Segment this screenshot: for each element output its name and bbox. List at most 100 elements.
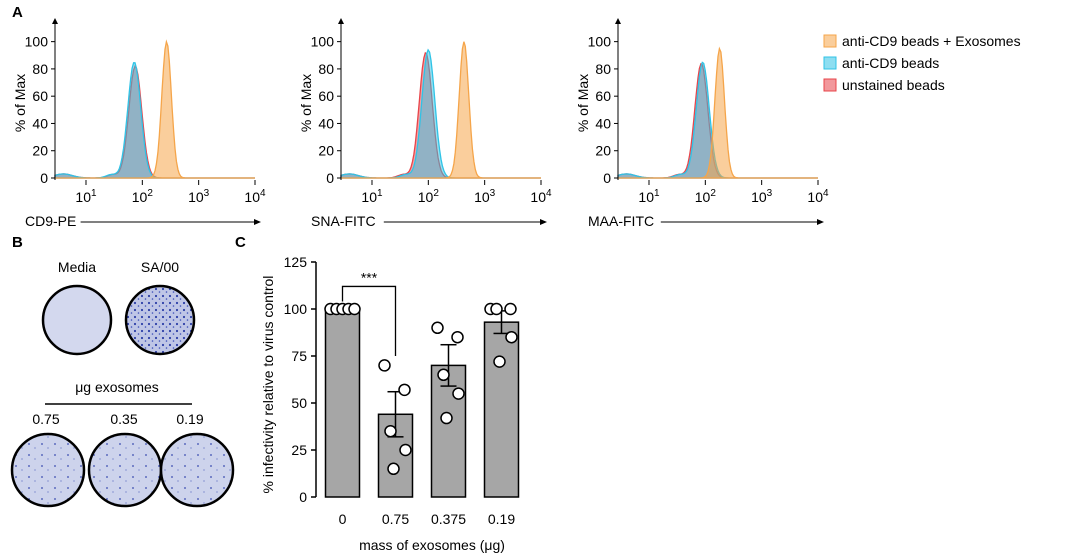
x-tick-label: 104 bbox=[530, 188, 552, 205]
bar-x-tick-label: 0 bbox=[339, 511, 347, 527]
panel-label-b: B bbox=[12, 234, 23, 251]
plate-019 bbox=[159, 432, 235, 508]
y-axis-arrow bbox=[615, 18, 621, 24]
bar-x-tick-label: 0.19 bbox=[488, 511, 515, 527]
x-axis-label: SNA-FITC bbox=[311, 213, 376, 229]
x-tick-label: 102 bbox=[695, 188, 717, 205]
bar-3 bbox=[483, 321, 520, 498]
x-tick-exponent: 4 bbox=[823, 188, 829, 199]
data-point bbox=[504, 302, 517, 316]
plate-label-035: 0.35 bbox=[110, 411, 137, 427]
bar-x-tick-label: 0.75 bbox=[382, 511, 409, 527]
y-tick-label: 20 bbox=[595, 143, 611, 159]
significance-label: *** bbox=[361, 269, 378, 285]
y-tick-label: 60 bbox=[32, 88, 48, 104]
panel-label-c: C bbox=[235, 234, 246, 251]
data-point bbox=[348, 302, 361, 316]
x-tick-exponent: 1 bbox=[377, 188, 383, 199]
histogram-curve-cyan bbox=[54, 62, 255, 179]
legend: anti-CD9 beads + Exosomes anti-CD9 beads… bbox=[823, 33, 1021, 93]
y-tick-label: 20 bbox=[318, 143, 334, 159]
bar-y-axis-label: % infectivity relative to virus control bbox=[260, 276, 276, 494]
histogram-curve-orange bbox=[55, 39, 255, 179]
x-tick-label: 103 bbox=[751, 188, 773, 205]
y-tick-label: 80 bbox=[32, 61, 48, 77]
y-axis-label: % of Max bbox=[12, 74, 28, 132]
legend-swatch-red bbox=[823, 78, 837, 92]
y-tick-label: 100 bbox=[588, 34, 612, 50]
x-tick-exponent: 4 bbox=[260, 188, 266, 199]
data-point bbox=[451, 330, 464, 344]
bar-0 bbox=[324, 308, 361, 498]
x-tick-exponent: 3 bbox=[767, 188, 773, 199]
data-point bbox=[399, 443, 412, 457]
x-axis-label: MAA-FITC bbox=[588, 213, 654, 229]
bar-y-tick-label: 100 bbox=[284, 301, 308, 317]
x-tick-label: 103 bbox=[188, 188, 210, 205]
x-tick-label: 102 bbox=[418, 188, 440, 205]
x-tick-label: 102 bbox=[132, 188, 154, 205]
histogram-curve-orange bbox=[618, 46, 818, 179]
y-tick-label: 0 bbox=[40, 170, 48, 186]
histogram-cd9: 0 20 40 60 80 100 % of Max 101 102 103 104 CD9-PE bbox=[12, 18, 266, 229]
x-tick-label: 101 bbox=[75, 188, 97, 205]
x-tick-exponent: 2 bbox=[147, 188, 153, 199]
data-point bbox=[437, 368, 450, 382]
data-point bbox=[505, 330, 518, 344]
bar-x-tick-label: 0.375 bbox=[431, 511, 466, 527]
x-tick-exponent: 4 bbox=[546, 188, 552, 199]
plate-035 bbox=[87, 432, 163, 508]
data-point bbox=[387, 462, 400, 476]
bar-chart: 0 25 50 75 100 125 % infectivity relative to v… bbox=[260, 254, 520, 553]
x-tick-exponent: 1 bbox=[654, 188, 660, 199]
data-point bbox=[452, 387, 465, 400]
y-axis-arrow bbox=[338, 18, 344, 24]
x-axis-arrow-head bbox=[254, 219, 261, 225]
plate-group-label: μg exosomes bbox=[75, 379, 159, 395]
y-tick-label: 40 bbox=[32, 115, 48, 131]
y-tick-label: 60 bbox=[595, 88, 611, 104]
plate-label-sa00: SA/00 bbox=[141, 259, 179, 275]
histogram-curve-cyan bbox=[340, 48, 541, 179]
x-tick-exponent: 1 bbox=[91, 188, 97, 199]
bar-y-tick-label: 125 bbox=[284, 254, 308, 270]
y-tick-label: 100 bbox=[311, 34, 335, 50]
x-axis-arrow-head bbox=[540, 219, 547, 225]
x-axis-arrow-head bbox=[817, 219, 824, 225]
legend-swatch-orange bbox=[823, 34, 837, 48]
y-tick-label: 80 bbox=[318, 61, 334, 77]
bar-y-tick-label: 0 bbox=[299, 489, 307, 505]
legend-swatch-cyan bbox=[823, 56, 837, 70]
plate-label-019: 0.19 bbox=[176, 411, 203, 427]
bar-x-axis-label: mass of exosomes (μg) bbox=[359, 537, 505, 553]
y-axis-label: % of Max bbox=[575, 74, 591, 132]
y-tick-label: 100 bbox=[25, 34, 49, 50]
y-axis-label: % of Max bbox=[298, 74, 314, 132]
bar-y-tick-label: 25 bbox=[291, 442, 307, 458]
histogram-sna: 0 20 40 60 80 100 % of Max 101 102 103 104 SNA-FITC bbox=[298, 18, 552, 229]
x-tick-label: 101 bbox=[638, 188, 660, 205]
x-axis-label: CD9-PE bbox=[25, 213, 76, 229]
legend-label-orange: anti-CD9 beads + Exosomes bbox=[842, 33, 1021, 49]
x-tick-label: 104 bbox=[807, 188, 829, 205]
plaque-panel: Media SA/00 μg exosomes 0.75 0.35 0.19 bbox=[10, 259, 235, 508]
data-point bbox=[493, 355, 506, 368]
x-tick-exponent: 2 bbox=[433, 188, 439, 199]
data-point bbox=[490, 302, 503, 316]
data-point bbox=[378, 359, 391, 372]
x-tick-exponent: 2 bbox=[710, 188, 716, 199]
x-tick-label: 103 bbox=[474, 188, 496, 205]
legend-label-cyan: anti-CD9 beads bbox=[842, 55, 939, 71]
y-tick-label: 40 bbox=[318, 115, 334, 131]
plate-sa00 bbox=[124, 284, 196, 356]
x-tick-exponent: 3 bbox=[490, 188, 496, 199]
significance-bracket bbox=[341, 285, 397, 356]
plate-media bbox=[41, 284, 113, 356]
histogram-curve-orange bbox=[341, 41, 541, 179]
data-point bbox=[440, 411, 453, 425]
bar-y-tick-label: 50 bbox=[291, 395, 307, 411]
x-tick-exponent: 3 bbox=[204, 188, 210, 199]
y-axis-arrow bbox=[52, 18, 58, 24]
plate-label-media: Media bbox=[58, 259, 96, 275]
